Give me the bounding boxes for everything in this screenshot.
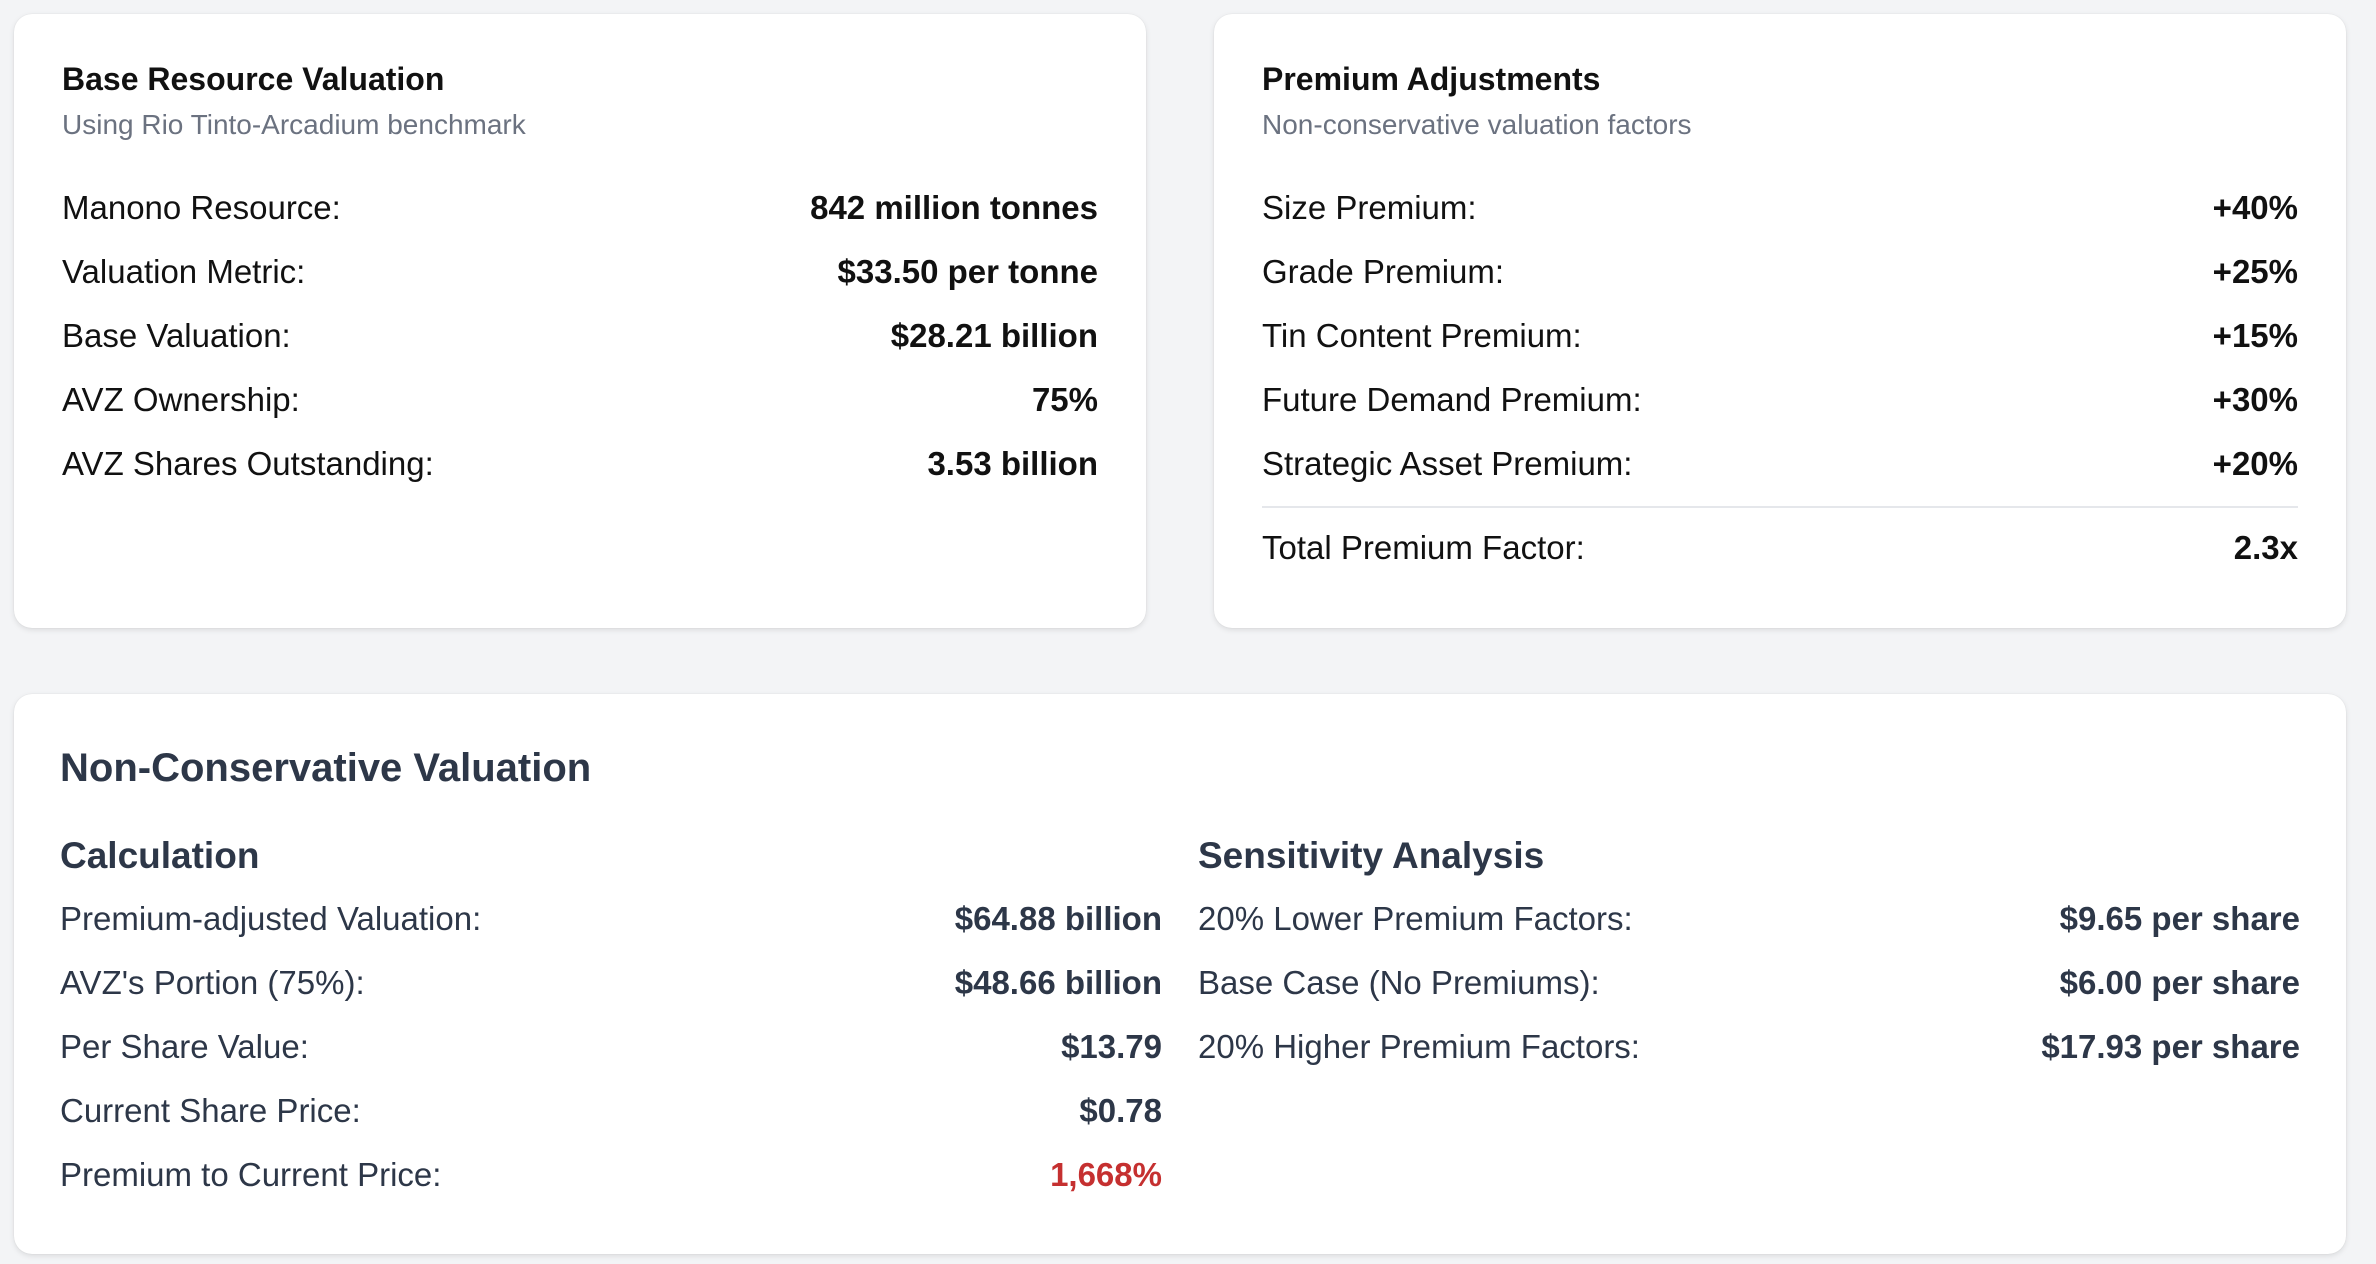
row-label: Grade Premium: [1262, 252, 1505, 290]
row-label: Future Demand Premium: [1262, 380, 1642, 418]
row-label: AVZ's Portion (75%): [60, 963, 365, 1001]
row-valuation-metric: Valuation Metric: $33.50 per tonne [62, 240, 1098, 304]
premium-card-title: Premium Adjustments [1262, 61, 1601, 97]
row-base-valuation: Base Valuation: $28.21 billion [62, 304, 1098, 368]
row-per-share-value: Per Share Value: $13.79 [60, 1015, 1162, 1079]
row-premium-adjusted-valuation: Premium-adjusted Valuation: $64.88 billi… [60, 887, 1162, 951]
row-label: 20% Higher Premium Factors: [1198, 1027, 1640, 1065]
row-size-premium: Size Premium: +40% [1262, 176, 2298, 240]
base-card-title: Base Resource Valuation [62, 61, 445, 97]
row-base-case: Base Case (No Premiums): $6.00 per share [1198, 951, 2300, 1015]
row-value: 3.53 billion [927, 444, 1098, 482]
row-value: $6.00 per share [2059, 963, 2300, 1001]
row-value: $13.79 [1061, 1027, 1162, 1065]
row-grade-premium: Grade Premium: +25% [1262, 240, 2298, 304]
sensitivity-heading: Sensitivity Analysis [1198, 835, 1545, 876]
row-value: 842 million tonnes [810, 188, 1098, 226]
row-value: +15% [2212, 316, 2298, 354]
row-value: $33.50 per tonne [837, 252, 1098, 290]
row-value: +25% [2212, 252, 2298, 290]
row-label: Base Valuation: [62, 316, 291, 354]
row-value: $28.21 billion [890, 316, 1098, 354]
row-value: $0.78 [1079, 1091, 1162, 1129]
row-label: Size Premium: [1262, 188, 1477, 226]
row-value: +30% [2212, 380, 2298, 418]
row-premium-to-current-price: Premium to Current Price: 1,668% [60, 1143, 1162, 1207]
row-label: 20% Lower Premium Factors: [1198, 899, 1633, 937]
row-value: $48.66 billion [954, 963, 1162, 1001]
row-value: $9.65 per share [2059, 899, 2300, 937]
row-higher-premium-factors: 20% Higher Premium Factors: $17.93 per s… [1198, 1015, 2300, 1079]
row-label: Premium-adjusted Valuation: [60, 899, 482, 937]
base-resource-valuation-card: Base Resource Valuation Using Rio Tinto-… [14, 14, 1146, 628]
row-label: Base Case (No Premiums): [1198, 963, 1600, 1001]
row-value: $64.88 billion [954, 899, 1162, 937]
row-label: AVZ Ownership: [62, 380, 300, 418]
row-label: Current Share Price: [60, 1091, 361, 1129]
row-value: 2.3x [2233, 528, 2298, 566]
base-rows: Manono Resource: 842 million tonnes Valu… [62, 176, 1098, 496]
row-value-highlight: 1,668% [1050, 1155, 1162, 1193]
nc-title: Non-Conservative Valuation [60, 746, 592, 790]
row-tin-content-premium: Tin Content Premium: +15% [1262, 304, 2298, 368]
row-label: Valuation Metric: [62, 252, 306, 290]
total-divider [1262, 505, 2298, 508]
row-total-premium-factor: Total Premium Factor: 2.3x [1262, 516, 2298, 580]
premium-card-subtitle: Non-conservative valuation factors [1262, 109, 1692, 141]
base-card-subtitle: Using Rio Tinto-Arcadium benchmark [62, 109, 526, 141]
row-value: 75% [1031, 380, 1098, 418]
row-label: Strategic Asset Premium: [1262, 444, 1633, 482]
row-lower-premium-factors: 20% Lower Premium Factors: $9.65 per sha… [1198, 887, 2300, 951]
row-avz-ownership: AVZ Ownership: 75% [62, 368, 1098, 432]
row-value: +20% [2212, 444, 2298, 482]
row-label: AVZ Shares Outstanding: [62, 444, 434, 482]
row-current-share-price: Current Share Price: $0.78 [60, 1079, 1162, 1143]
row-value: $17.93 per share [2041, 1027, 2300, 1065]
premium-adjustments-card: Premium Adjustments Non-conservative val… [1214, 14, 2346, 628]
row-strategic-asset-premium: Strategic Asset Premium: +20% [1262, 432, 2298, 496]
sensitivity-column: Sensitivity Analysis 20% Lower Premium F… [1198, 835, 2300, 1207]
premium-rows: Size Premium: +40% Grade Premium: +25% T… [1262, 176, 2298, 580]
row-label: Manono Resource: [62, 188, 341, 226]
row-label: Tin Content Premium: [1262, 316, 1582, 354]
row-avz-shares-outstanding: AVZ Shares Outstanding: 3.53 billion [62, 432, 1098, 496]
row-manono-resource: Manono Resource: 842 million tonnes [62, 176, 1098, 240]
calculation-heading: Calculation [60, 835, 260, 876]
row-label: Total Premium Factor: [1262, 528, 1585, 566]
row-avz-portion: AVZ's Portion (75%): $48.66 billion [60, 951, 1162, 1015]
row-label: Per Share Value: [60, 1027, 309, 1065]
non-conservative-valuation-card: Non-Conservative Valuation Calculation P… [14, 694, 2346, 1254]
row-label: Premium to Current Price: [60, 1155, 442, 1193]
nc-columns: Calculation Premium-adjusted Valuation: … [60, 835, 2300, 1207]
calculation-column: Calculation Premium-adjusted Valuation: … [60, 835, 1162, 1207]
row-value: +40% [2212, 188, 2298, 226]
row-future-demand-premium: Future Demand Premium: +30% [1262, 368, 2298, 432]
